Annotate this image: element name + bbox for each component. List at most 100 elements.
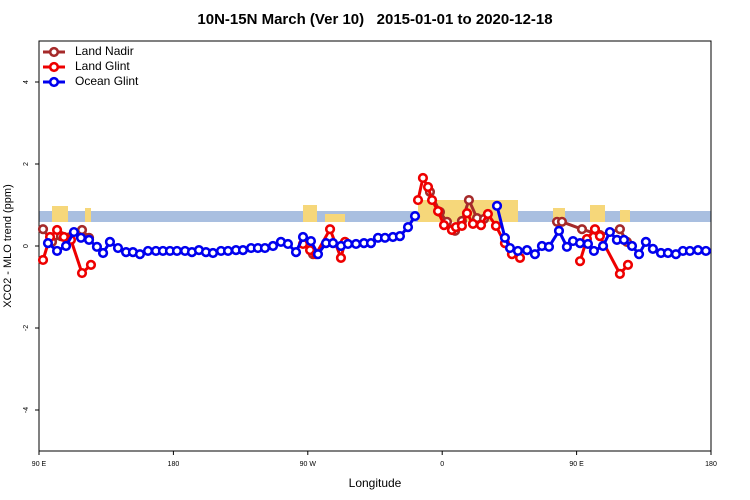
point [556, 216, 568, 227]
point [622, 259, 634, 270]
point [134, 249, 146, 260]
land [52, 206, 68, 222]
point [417, 172, 429, 184]
point [104, 236, 116, 247]
point [467, 218, 479, 229]
point [618, 234, 630, 245]
x-tick-label: 180 [168, 461, 180, 468]
legend-label: Land Glint [75, 59, 130, 73]
point [614, 224, 626, 235]
point [700, 245, 712, 257]
y-axis-label: XCO2 - MLO trend (ppm) [2, 184, 14, 307]
point [482, 208, 493, 220]
land [325, 214, 345, 222]
y-tick-label: -4 [23, 407, 30, 413]
point [512, 245, 524, 257]
point [561, 241, 572, 252]
point [37, 254, 49, 266]
point [521, 245, 533, 256]
point [207, 247, 219, 259]
point [365, 238, 377, 249]
x-tick-label: 90 W [300, 461, 317, 468]
point [112, 242, 124, 254]
point [171, 245, 183, 257]
point [83, 234, 95, 245]
point [97, 247, 109, 259]
point [574, 238, 586, 249]
point [504, 242, 516, 254]
point [335, 252, 347, 263]
point [597, 240, 609, 252]
point [76, 267, 88, 279]
point [589, 224, 601, 235]
point [604, 226, 616, 238]
ocean-band [39, 211, 711, 222]
point [409, 210, 421, 222]
point [412, 194, 424, 206]
x-tick-label: 180 [705, 461, 717, 468]
point [543, 241, 555, 252]
point [75, 232, 87, 243]
point [312, 249, 324, 260]
legend-marker [48, 76, 60, 88]
point [267, 240, 279, 252]
map-strip [39, 200, 711, 222]
point [297, 231, 309, 243]
land [590, 205, 605, 222]
point [692, 245, 704, 256]
legend-label: Ocean Glint [75, 74, 139, 88]
chart-title: 10N-15N March (Ver 10) 2015-01-01 to 202… [197, 11, 552, 28]
point [142, 245, 154, 257]
x-axis-label: Longitude [349, 476, 402, 490]
point [426, 194, 438, 206]
point [342, 238, 354, 250]
point [640, 236, 651, 247]
point [594, 231, 605, 242]
point [582, 238, 594, 250]
point [490, 220, 502, 232]
x-tick-label: 0 [440, 461, 444, 468]
x-tick-label: 90 E [32, 461, 47, 468]
land [85, 208, 91, 222]
point [647, 243, 659, 254]
point [51, 224, 63, 236]
point [290, 247, 302, 258]
point [259, 242, 271, 254]
point [350, 238, 362, 250]
point [422, 181, 434, 193]
point [662, 247, 674, 259]
point [60, 240, 72, 252]
point [85, 259, 97, 270]
point [68, 226, 80, 238]
point [379, 232, 391, 243]
point [633, 249, 645, 260]
point [76, 224, 88, 236]
point [456, 220, 468, 232]
point [461, 208, 473, 219]
point [529, 249, 541, 260]
point [37, 224, 49, 235]
point [626, 240, 638, 252]
y-tick-label: 0 [23, 244, 30, 248]
point [237, 245, 249, 256]
point [327, 238, 339, 249]
point [51, 245, 63, 257]
point [463, 194, 475, 206]
point [42, 238, 54, 249]
legend-label: Land Nadir [75, 44, 134, 58]
land [620, 210, 630, 222]
point [574, 256, 586, 267]
point [91, 241, 103, 252]
point [305, 235, 317, 247]
y-tick-label: 2 [23, 162, 30, 166]
point [499, 232, 511, 243]
series-line [41, 176, 630, 276]
point [432, 206, 444, 217]
point [684, 245, 696, 257]
point [402, 222, 414, 233]
point [475, 219, 487, 231]
y-tick-label: -2 [23, 325, 30, 331]
point [438, 219, 450, 231]
x-tick-label: 90 E [569, 461, 584, 468]
